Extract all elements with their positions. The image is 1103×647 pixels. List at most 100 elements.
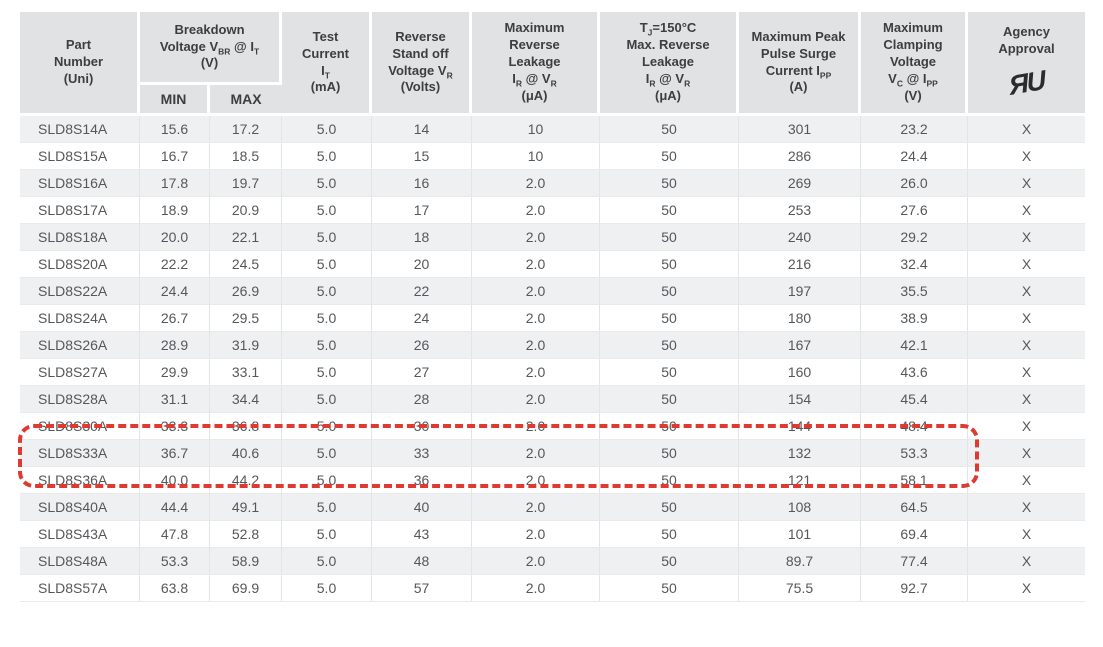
cell-standoff_voltage: 17 xyxy=(372,197,472,224)
cell-part_number: SLD8S20A xyxy=(20,251,140,278)
cell-peak_pulse_surge: 301 xyxy=(739,116,861,143)
cell-peak_pulse_surge: 144 xyxy=(739,413,861,440)
cell-vbr_max: 31.9 xyxy=(210,332,282,359)
cell-max_reverse_leakage: 2.0 xyxy=(472,224,600,251)
col-header-clamping-voltage: Maximum Clamping Voltage VC @ IPP (V) xyxy=(861,12,968,116)
cell-part_number: SLD8S16A xyxy=(20,170,140,197)
col-header-standoff-voltage: Reverse Stand off Voltage VR (Volts) xyxy=(372,12,472,116)
cell-vbr_max: 40.6 xyxy=(210,440,282,467)
cell-standoff_voltage: 16 xyxy=(372,170,472,197)
cell-agency_approval: X xyxy=(968,116,1085,143)
cell-vbr_max: 17.2 xyxy=(210,116,282,143)
cell-tj150_reverse_leakage: 50 xyxy=(600,575,739,602)
cell-agency_approval: X xyxy=(968,521,1085,548)
cell-tj150_reverse_leakage: 50 xyxy=(600,548,739,575)
cell-clamping_voltage: 77.4 xyxy=(861,548,968,575)
cell-vbr_max: 18.5 xyxy=(210,143,282,170)
cell-standoff_voltage: 43 xyxy=(372,521,472,548)
table-row: SLD8S18A 20.0 22.1 5.0 18 2.0 50 240 29.2 X xyxy=(20,224,1085,251)
cell-part_number: SLD8S36A xyxy=(20,467,140,494)
table-row: SLD8S48A 53.3 58.9 5.0 48 2.0 50 89.7 77.4 X xyxy=(20,548,1085,575)
cell-test_current: 5.0 xyxy=(282,305,372,332)
col-header-tj150-reverse-leakage: TJ=150°C Max. Reverse Leakage IR @ VR (μA) xyxy=(600,12,739,116)
cell-part_number: SLD8S48A xyxy=(20,548,140,575)
cell-clamping_voltage: 53.3 xyxy=(861,440,968,467)
cell-peak_pulse_surge: 132 xyxy=(739,440,861,467)
cell-max_reverse_leakage: 2.0 xyxy=(472,251,600,278)
cell-test_current: 5.0 xyxy=(282,575,372,602)
cell-peak_pulse_surge: 108 xyxy=(739,494,861,521)
cell-max_reverse_leakage: 2.0 xyxy=(472,332,600,359)
cell-clamping_voltage: 26.0 xyxy=(861,170,968,197)
cell-max_reverse_leakage: 2.0 xyxy=(472,170,600,197)
cell-tj150_reverse_leakage: 50 xyxy=(600,467,739,494)
cell-vbr_max: 49.1 xyxy=(210,494,282,521)
cell-tj150_reverse_leakage: 50 xyxy=(600,116,739,143)
cell-clamping_voltage: 32.4 xyxy=(861,251,968,278)
table-row: SLD8S57A 63.8 69.9 5.0 57 2.0 50 75.5 92.7 X xyxy=(20,575,1085,602)
cell-test_current: 5.0 xyxy=(282,467,372,494)
cell-peak_pulse_surge: 101 xyxy=(739,521,861,548)
cell-peak_pulse_surge: 197 xyxy=(739,278,861,305)
cell-vbr_min: 17.8 xyxy=(140,170,210,197)
cell-part_number: SLD8S57A xyxy=(20,575,140,602)
cell-test_current: 5.0 xyxy=(282,386,372,413)
cell-agency_approval: X xyxy=(968,359,1085,386)
cell-max_reverse_leakage: 2.0 xyxy=(472,305,600,332)
cell-peak_pulse_surge: 216 xyxy=(739,251,861,278)
cell-peak_pulse_surge: 253 xyxy=(739,197,861,224)
cell-vbr_min: 40.0 xyxy=(140,467,210,494)
table-row: SLD8S36A 40.0 44.2 5.0 36 2.0 50 121 58.1 X xyxy=(20,467,1085,494)
cell-standoff_voltage: 18 xyxy=(372,224,472,251)
cell-clamping_voltage: 35.5 xyxy=(861,278,968,305)
cell-clamping_voltage: 23.2 xyxy=(861,116,968,143)
cell-test_current: 5.0 xyxy=(282,278,372,305)
cell-vbr_max: 58.9 xyxy=(210,548,282,575)
cell-tj150_reverse_leakage: 50 xyxy=(600,251,739,278)
cell-standoff_voltage: 24 xyxy=(372,305,472,332)
cell-part_number: SLD8S24A xyxy=(20,305,140,332)
cell-part_number: SLD8S14A xyxy=(20,116,140,143)
cell-vbr_max: 36.8 xyxy=(210,413,282,440)
cell-vbr_min: 63.8 xyxy=(140,575,210,602)
col-header-part-number: Part Number (Uni) xyxy=(20,12,140,116)
cell-standoff_voltage: 36 xyxy=(372,467,472,494)
cell-test_current: 5.0 xyxy=(282,170,372,197)
cell-max_reverse_leakage: 2.0 xyxy=(472,575,600,602)
cell-tj150_reverse_leakage: 50 xyxy=(600,224,739,251)
cell-peak_pulse_surge: 75.5 xyxy=(739,575,861,602)
cell-max_reverse_leakage: 2.0 xyxy=(472,413,600,440)
cell-agency_approval: X xyxy=(968,143,1085,170)
cell-tj150_reverse_leakage: 50 xyxy=(600,413,739,440)
cell-test_current: 5.0 xyxy=(282,359,372,386)
cell-agency_approval: X xyxy=(968,575,1085,602)
cell-vbr_max: 69.9 xyxy=(210,575,282,602)
col-header-breakdown-voltage: Breakdown Voltage VBR @ IT (V) xyxy=(140,12,282,85)
cell-peak_pulse_surge: 160 xyxy=(739,359,861,386)
cell-max_reverse_leakage: 2.0 xyxy=(472,440,600,467)
cell-test_current: 5.0 xyxy=(282,521,372,548)
cell-vbr_min: 24.4 xyxy=(140,278,210,305)
cell-peak_pulse_surge: 286 xyxy=(739,143,861,170)
table-row: SLD8S15A 16.7 18.5 5.0 15 10 50 286 24.4 X xyxy=(20,143,1085,170)
cell-vbr_max: 19.7 xyxy=(210,170,282,197)
cell-part_number: SLD8S27A xyxy=(20,359,140,386)
cell-vbr_max: 34.4 xyxy=(210,386,282,413)
cell-part_number: SLD8S28A xyxy=(20,386,140,413)
cell-peak_pulse_surge: 154 xyxy=(739,386,861,413)
cell-peak_pulse_surge: 89.7 xyxy=(739,548,861,575)
cell-agency_approval: X xyxy=(968,251,1085,278)
table-body: SLD8S14A 15.6 17.2 5.0 14 10 50 301 23.2 X SLD8S15… xyxy=(20,116,1085,602)
cell-clamping_voltage: 69.4 xyxy=(861,521,968,548)
table-row: SLD8S26A 28.9 31.9 5.0 26 2.0 50 167 42.1 X xyxy=(20,332,1085,359)
cell-part_number: SLD8S22A xyxy=(20,278,140,305)
cell-agency_approval: X xyxy=(968,170,1085,197)
cell-vbr_min: 15.6 xyxy=(140,116,210,143)
table-row: SLD8S22A 24.4 26.9 5.0 22 2.0 50 197 35.5 X xyxy=(20,278,1085,305)
cell-test_current: 5.0 xyxy=(282,413,372,440)
cell-clamping_voltage: 24.4 xyxy=(861,143,968,170)
cell-max_reverse_leakage: 2.0 xyxy=(472,548,600,575)
table-row: SLD8S43A 47.8 52.8 5.0 43 2.0 50 101 69.4 X xyxy=(20,521,1085,548)
cell-clamping_voltage: 48.4 xyxy=(861,413,968,440)
